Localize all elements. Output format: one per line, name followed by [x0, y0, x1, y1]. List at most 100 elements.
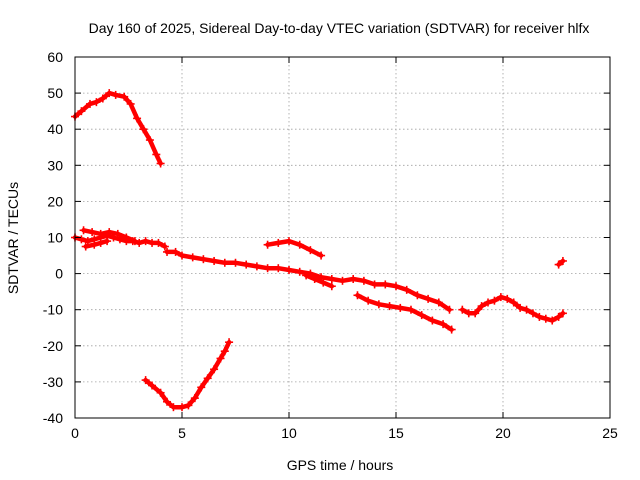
data-point	[203, 374, 212, 383]
data-point	[285, 237, 293, 246]
data-point	[231, 258, 240, 267]
data-point	[135, 238, 144, 247]
data-point	[160, 242, 169, 251]
data-point	[554, 312, 563, 321]
data-point	[428, 316, 437, 325]
data-point	[199, 255, 208, 264]
series-arc-3	[79, 226, 139, 246]
data-point	[458, 305, 467, 314]
series-arc-8	[353, 291, 456, 334]
x-tick-label: 5	[178, 425, 186, 441]
data-point	[96, 229, 105, 238]
data-point	[156, 159, 165, 168]
data-point	[163, 247, 172, 256]
data-point	[242, 260, 251, 269]
data-point	[148, 381, 157, 390]
data-point	[152, 150, 161, 159]
series-arc-10	[554, 256, 567, 269]
data-point	[92, 98, 101, 107]
data-point	[484, 298, 493, 307]
data-point	[274, 238, 283, 247]
data-point	[126, 99, 135, 108]
data-point	[353, 291, 362, 300]
y-tick-label: -10	[43, 302, 63, 318]
series-line	[83, 238, 110, 249]
data-point	[310, 275, 319, 284]
data-point	[141, 237, 150, 246]
series-arc-7	[263, 237, 326, 260]
data-point	[285, 265, 293, 274]
data-point	[263, 240, 272, 249]
data-point	[156, 388, 165, 397]
data-point	[402, 285, 411, 294]
data-point	[90, 240, 99, 249]
data-point	[381, 280, 390, 289]
data-point	[139, 125, 148, 134]
y-tick-label: -30	[43, 374, 63, 390]
data-point	[210, 365, 219, 374]
data-point	[413, 291, 422, 300]
x-tick-label: 0	[71, 425, 79, 441]
axis-ticks: 0 5 10 15 20 25 -40 -30 -20 -10 0 10 20 30 40 50 60	[43, 49, 618, 441]
data-point	[77, 107, 86, 116]
data-point	[406, 305, 415, 314]
data-point	[349, 275, 358, 284]
data-point	[424, 294, 433, 303]
data-point	[554, 260, 563, 269]
data-point	[220, 347, 229, 356]
data-point	[263, 264, 272, 273]
data-point	[417, 311, 426, 320]
data-point	[496, 293, 505, 302]
data-point	[169, 403, 178, 412]
data-point	[79, 226, 88, 235]
data-point	[302, 271, 311, 280]
data-point	[216, 354, 225, 363]
data-point	[96, 238, 105, 247]
data-point	[88, 228, 97, 237]
data-point	[145, 136, 154, 145]
data-point	[220, 258, 229, 267]
x-axis-label: GPS time / hours	[287, 457, 394, 473]
data-point	[122, 233, 131, 242]
data-point	[535, 312, 544, 321]
series-arc-9	[458, 293, 567, 325]
data-point	[471, 309, 480, 318]
data-point	[392, 282, 400, 291]
data-point	[548, 316, 557, 325]
data-point	[105, 89, 114, 98]
data-point	[477, 302, 486, 311]
data-point	[319, 278, 328, 287]
data-point	[120, 92, 129, 101]
data-point	[396, 303, 405, 312]
series-line	[303, 273, 335, 289]
data-point	[327, 282, 336, 291]
data-point	[133, 114, 142, 123]
data-point	[105, 228, 114, 237]
x-tick-label: 15	[388, 425, 404, 441]
data-point	[516, 303, 525, 312]
data-point	[184, 401, 193, 410]
series-line	[143, 339, 232, 410]
y-tick-label: 20	[47, 193, 63, 209]
data-point	[163, 397, 172, 406]
data-point	[225, 338, 234, 347]
data-point	[306, 246, 315, 255]
data-point	[130, 237, 139, 246]
y-tick-label: 50	[47, 85, 63, 101]
data-point	[178, 403, 186, 412]
y-tick-label: 60	[47, 49, 63, 65]
data-point	[447, 325, 456, 334]
data-point	[445, 305, 454, 314]
data-point	[98, 94, 107, 103]
y-tick-label: 40	[47, 121, 63, 137]
y-tick-label: 0	[55, 266, 63, 282]
data-point	[188, 253, 197, 262]
data-point	[317, 251, 326, 260]
data-point	[434, 298, 443, 307]
data-point	[154, 238, 163, 247]
data-point	[509, 298, 518, 307]
data-point	[171, 247, 180, 256]
data-point	[274, 264, 283, 273]
data-point	[295, 240, 304, 249]
